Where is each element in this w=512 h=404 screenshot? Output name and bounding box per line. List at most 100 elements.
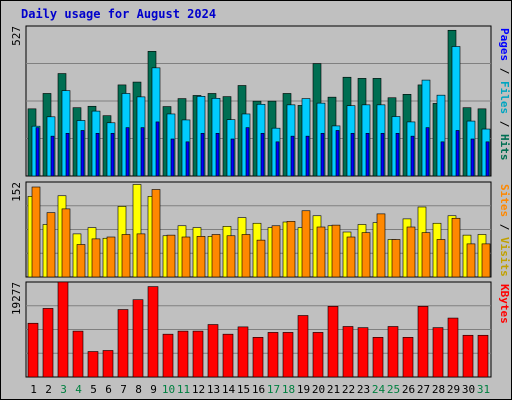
bar-kbytes-day-24 (372, 337, 384, 378)
x-tick-label-28: 28 (432, 383, 445, 396)
bar-pages-day-2 (50, 135, 55, 177)
x-tick-label-25: 25 (387, 383, 400, 396)
bar-kbytes-day-25 (387, 326, 399, 378)
bar-kbytes-day-11 (177, 330, 189, 378)
x-tick-label-26: 26 (402, 383, 415, 396)
bar-pages-day-8 (140, 127, 145, 177)
bar-sites-day-7 (121, 234, 131, 278)
x-tick-label-9: 9 (150, 383, 157, 396)
bar-kbytes-day-26 (402, 337, 414, 378)
x-tick-label-6: 6 (105, 383, 112, 396)
y-axis-legend-kbytes: KBytes (498, 284, 511, 324)
bar-sites-day-25 (391, 239, 401, 278)
x-tick-label-14: 14 (222, 383, 236, 396)
bar-pages-day-14 (230, 138, 235, 177)
bar-pages-day-3 (65, 133, 70, 177)
bar-kbytes-day-6 (102, 350, 114, 378)
bar-pages-day-30 (470, 138, 475, 177)
bar-kbytes-day-19 (297, 315, 309, 378)
bar-kbytes-day-29 (447, 317, 459, 378)
bar-sites-day-16 (256, 239, 266, 278)
x-tick-label-19: 19 (297, 383, 310, 396)
bar-sites-day-2 (46, 212, 56, 278)
bar-kbytes-day-12 (192, 330, 204, 378)
y-axis-legend-hits_files_pages: Pages / Files / Hits (498, 28, 511, 161)
x-tick-label-22: 22 (342, 383, 355, 396)
bar-sites-day-4 (76, 244, 86, 278)
bar-kbytes-day-14 (222, 333, 234, 378)
bar-kbytes-day-21 (327, 306, 339, 378)
x-tick-label-7: 7 (120, 383, 127, 396)
bar-sites-day-18 (286, 221, 296, 278)
bar-sites-day-11 (181, 236, 191, 278)
y-max-label: 19277 (10, 282, 23, 315)
x-tick-label-1: 1 (30, 383, 37, 396)
bar-sites-day-31 (481, 243, 491, 278)
bar-pages-day-9 (155, 121, 160, 177)
bar-sites-day-10 (166, 234, 176, 278)
legend-sites: Sites (498, 184, 511, 217)
bar-pages-day-18 (290, 135, 295, 177)
bar-kbytes-day-2 (42, 308, 54, 378)
x-tick-label-15: 15 (237, 383, 250, 396)
bar-kbytes-day-3 (57, 281, 69, 378)
bar-sites-day-17 (271, 225, 281, 278)
bar-sites-day-1 (31, 186, 41, 278)
bar-sites-day-13 (211, 234, 221, 278)
bar-kbytes-day-20 (312, 332, 324, 378)
legend-files: Files (498, 81, 511, 114)
bar-sites-day-5 (91, 238, 101, 278)
bar-kbytes-day-1 (27, 322, 39, 378)
bar-pages-day-11 (185, 141, 190, 177)
x-tick-label-16: 16 (252, 383, 265, 396)
bar-kbytes-day-9 (147, 286, 159, 378)
bar-kbytes-day-16 (252, 337, 264, 378)
bar-kbytes-day-10 (162, 333, 174, 378)
x-tick-label-2: 2 (45, 383, 52, 396)
bar-sites-day-22 (346, 236, 356, 278)
bar-pages-day-1 (35, 127, 40, 177)
x-tick-label-10: 10 (162, 383, 175, 396)
y-max-label: 527 (10, 26, 23, 46)
x-tick-label-18: 18 (282, 383, 295, 396)
x-tick-label-31: 31 (477, 383, 490, 396)
legend-kbytes: KBytes (498, 284, 511, 324)
x-tick-label-27: 27 (417, 383, 430, 396)
x-tick-label-20: 20 (312, 383, 325, 396)
x-tick-label-8: 8 (135, 383, 142, 396)
bar-pages-day-21 (335, 130, 340, 177)
bar-sites-day-12 (196, 236, 206, 278)
y-max-label: 152 (10, 182, 23, 202)
bar-kbytes-day-22 (342, 326, 354, 378)
bar-kbytes-day-18 (282, 332, 294, 378)
x-tick-label-24: 24 (372, 383, 386, 396)
bar-kbytes-day-7 (117, 309, 129, 378)
x-tick-label-12: 12 (192, 383, 205, 396)
x-tick-label-21: 21 (327, 383, 340, 396)
bar-sites-day-20 (316, 226, 326, 278)
x-tick-label-30: 30 (462, 383, 475, 396)
bar-pages-day-24 (380, 133, 385, 177)
bar-pages-day-20 (320, 133, 325, 177)
bar-sites-day-26 (406, 226, 416, 278)
x-tick-label-3: 3 (60, 383, 67, 396)
bar-kbytes-day-4 (72, 330, 84, 378)
x-tick-label-23: 23 (357, 383, 370, 396)
bar-sites-day-21 (331, 224, 341, 278)
bar-kbytes-day-13 (207, 324, 219, 378)
bar-pages-day-16 (260, 133, 265, 177)
bar-pages-day-13 (215, 133, 220, 177)
bar-pages-day-6 (110, 133, 115, 177)
y-axis-legend-visits_sites: Sites / Visits (498, 184, 511, 277)
bar-sites-day-27 (421, 232, 431, 278)
bar-kbytes-day-30 (462, 334, 474, 378)
chart-title: Daily usage for August 2024 (21, 7, 217, 21)
bar-sites-day-6 (106, 236, 116, 278)
x-tick-label-29: 29 (447, 383, 460, 396)
bar-sites-day-9 (151, 189, 161, 278)
bar-pages-day-7 (125, 127, 130, 177)
bar-sites-day-19 (301, 210, 311, 278)
bar-pages-day-27 (425, 127, 430, 177)
